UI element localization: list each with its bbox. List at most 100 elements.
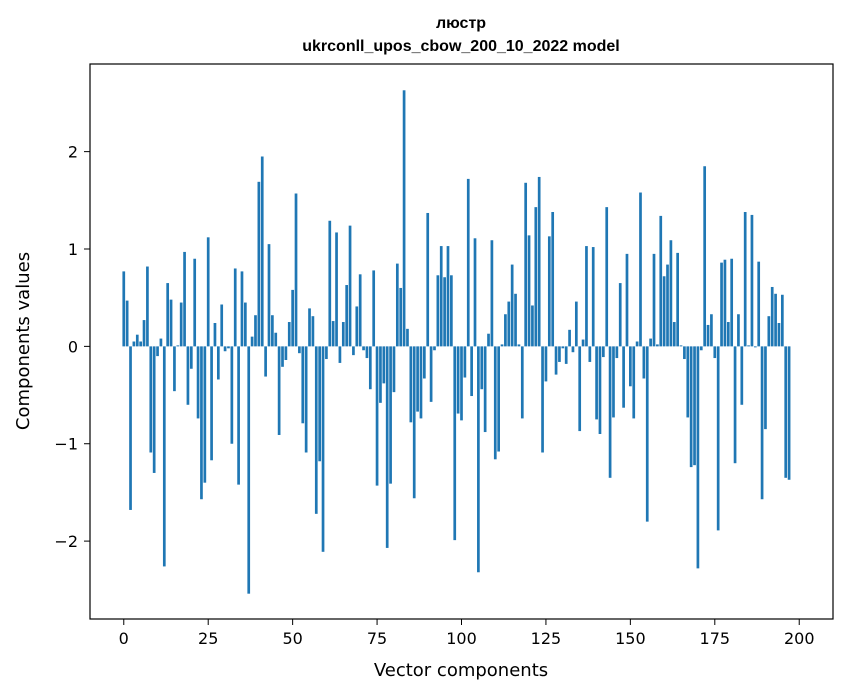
- bar: [227, 346, 230, 349]
- y-tick-label: −1: [54, 435, 78, 454]
- bar: [747, 345, 750, 347]
- bar: [443, 277, 446, 347]
- bar: [456, 346, 460, 414]
- bar: [196, 346, 200, 419]
- bar: [537, 176, 541, 347]
- x-tick-label: 75: [367, 629, 387, 648]
- bar: [585, 246, 588, 347]
- bar: [146, 266, 149, 347]
- bar: [466, 178, 470, 347]
- bar: [348, 225, 352, 347]
- bar: [561, 346, 565, 349]
- bar: [463, 346, 467, 378]
- bar: [395, 263, 399, 347]
- bar: [210, 346, 213, 461]
- bar: [412, 346, 416, 499]
- bar: [189, 346, 193, 369]
- bar: [686, 346, 690, 418]
- bar: [402, 90, 406, 347]
- bar: [250, 336, 254, 347]
- bar: [156, 346, 159, 357]
- bar: [233, 268, 237, 347]
- plot-frame: [89, 63, 834, 620]
- bar: [264, 346, 267, 377]
- bar: [507, 301, 511, 347]
- bar: [162, 346, 166, 567]
- bar: [574, 301, 578, 347]
- bar: [274, 332, 278, 347]
- bar: [564, 346, 568, 364]
- bar: [186, 346, 190, 405]
- bar: [223, 346, 227, 352]
- bar: [422, 346, 426, 379]
- bar: [345, 285, 349, 347]
- bar: [656, 344, 659, 347]
- bar: [767, 316, 771, 347]
- bar: [166, 283, 170, 347]
- bar: [757, 261, 761, 347]
- x-tick-label: 200: [784, 629, 815, 648]
- x-tick-label: 0: [119, 629, 129, 648]
- bar: [666, 264, 669, 347]
- y-tick-label: 2: [68, 143, 78, 162]
- bar: [615, 346, 619, 359]
- bar: [122, 271, 126, 347]
- bar: [689, 346, 693, 468]
- bar: [534, 207, 538, 347]
- bar: [375, 346, 379, 486]
- y-tick-label: 1: [68, 240, 78, 259]
- bar: [240, 271, 244, 347]
- bar: [304, 346, 308, 453]
- y-axis-ticks: −2 −1 0 1 2: [54, 143, 90, 551]
- bar: [125, 300, 129, 347]
- bar: [770, 286, 774, 347]
- bar: [287, 322, 291, 347]
- bar: [683, 346, 686, 360]
- bar: [497, 346, 501, 452]
- bar: [453, 346, 457, 541]
- bar: [514, 293, 517, 347]
- bar: [179, 302, 183, 347]
- bar: [341, 322, 345, 347]
- y-axis-label: Components values: [13, 252, 34, 430]
- bar: [487, 333, 490, 347]
- bar: [679, 345, 683, 347]
- bar: [520, 346, 524, 419]
- bar: [291, 289, 294, 347]
- bar: [213, 323, 217, 347]
- bar: [642, 346, 646, 379]
- bar: [527, 235, 531, 347]
- bar: [135, 334, 139, 347]
- bar: [645, 346, 649, 522]
- bar: [409, 346, 413, 423]
- bar: [284, 346, 288, 360]
- bar: [608, 346, 612, 478]
- bar: [399, 287, 403, 347]
- bar: [416, 346, 419, 412]
- bar: [183, 251, 186, 347]
- bar: [780, 294, 784, 347]
- bar: [581, 339, 585, 347]
- bar: [710, 314, 713, 347]
- x-tick-label: 50: [282, 629, 302, 648]
- x-tick-label: 150: [615, 629, 646, 648]
- bar: [257, 181, 261, 347]
- bar: [152, 346, 156, 473]
- bar: [436, 275, 440, 347]
- bar-series: [122, 90, 791, 594]
- bar: [659, 215, 663, 347]
- bar: [308, 308, 311, 347]
- bar: [703, 166, 707, 347]
- bar: [169, 299, 173, 347]
- bar: [159, 338, 163, 347]
- bar: [406, 328, 409, 347]
- bar: [483, 346, 487, 433]
- bar: [433, 346, 436, 351]
- bar: [429, 346, 433, 402]
- bar: [605, 207, 609, 347]
- bar: [774, 293, 777, 347]
- bar: [335, 232, 338, 347]
- bar: [142, 320, 146, 347]
- bar: [662, 276, 666, 347]
- bar: [193, 258, 197, 347]
